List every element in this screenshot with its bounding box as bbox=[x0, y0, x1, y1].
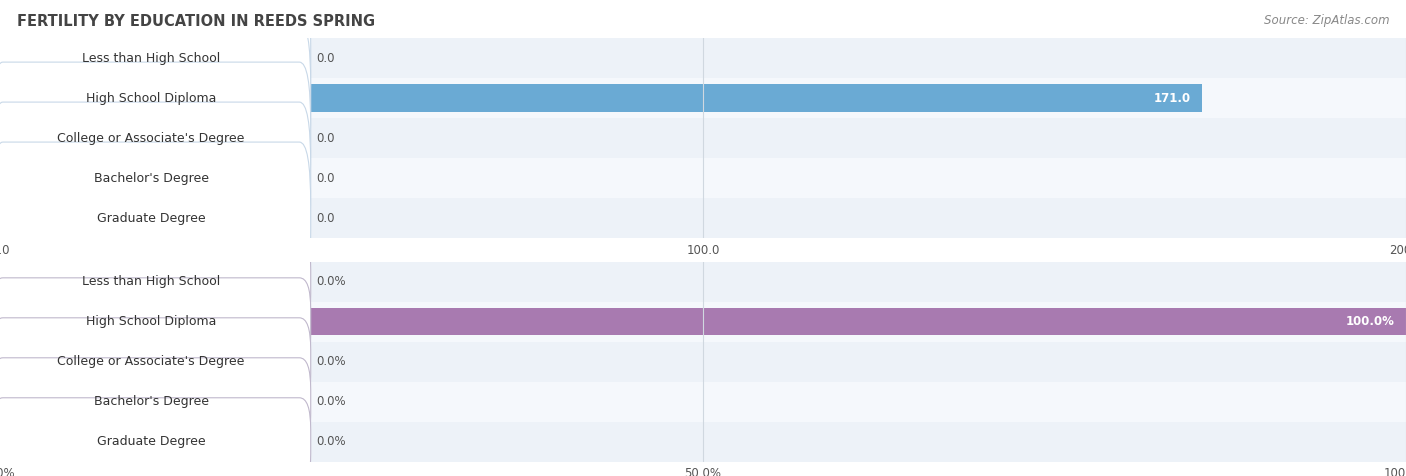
Text: College or Associate's Degree: College or Associate's Degree bbox=[58, 355, 245, 368]
Text: Graduate Degree: Graduate Degree bbox=[97, 211, 205, 225]
Bar bbox=[0, 118, 1406, 158]
Text: 0.0: 0.0 bbox=[316, 171, 335, 185]
Text: 0.0%: 0.0% bbox=[316, 355, 346, 368]
FancyBboxPatch shape bbox=[0, 398, 311, 476]
Bar bbox=[0, 38, 1406, 78]
Text: 0.0%: 0.0% bbox=[316, 395, 346, 408]
Bar bbox=[0, 164, 297, 192]
FancyBboxPatch shape bbox=[0, 0, 311, 134]
Text: Source: ZipAtlas.com: Source: ZipAtlas.com bbox=[1264, 14, 1389, 27]
Text: 0.0%: 0.0% bbox=[316, 435, 346, 448]
Text: Bachelor's Degree: Bachelor's Degree bbox=[94, 171, 208, 185]
FancyBboxPatch shape bbox=[0, 278, 311, 366]
Bar bbox=[0, 382, 1406, 422]
Bar bbox=[0, 198, 1406, 238]
Text: 0.0: 0.0 bbox=[316, 131, 335, 145]
Bar bbox=[0, 422, 1406, 462]
FancyBboxPatch shape bbox=[0, 318, 311, 406]
Text: Bachelor's Degree: Bachelor's Degree bbox=[94, 395, 208, 408]
FancyBboxPatch shape bbox=[0, 62, 311, 214]
Text: 0.0: 0.0 bbox=[316, 211, 335, 225]
FancyBboxPatch shape bbox=[0, 142, 311, 294]
Bar bbox=[0, 124, 297, 152]
FancyBboxPatch shape bbox=[0, 358, 311, 446]
Text: 171.0: 171.0 bbox=[1154, 91, 1191, 105]
FancyBboxPatch shape bbox=[0, 102, 311, 254]
Bar bbox=[0, 428, 297, 456]
Bar bbox=[0, 348, 297, 376]
Bar bbox=[0, 388, 297, 416]
Bar bbox=[0, 308, 1406, 336]
Bar bbox=[0, 204, 297, 232]
FancyBboxPatch shape bbox=[0, 22, 311, 174]
Bar bbox=[0, 158, 1406, 198]
Text: Graduate Degree: Graduate Degree bbox=[97, 435, 205, 448]
Bar bbox=[0, 302, 1406, 342]
Text: High School Diploma: High School Diploma bbox=[86, 91, 217, 105]
Text: College or Associate's Degree: College or Associate's Degree bbox=[58, 131, 245, 145]
Bar bbox=[0, 84, 1202, 112]
Bar bbox=[0, 342, 1406, 382]
Bar bbox=[0, 262, 1406, 302]
Text: 0.0%: 0.0% bbox=[316, 275, 346, 288]
Text: FERTILITY BY EDUCATION IN REEDS SPRING: FERTILITY BY EDUCATION IN REEDS SPRING bbox=[17, 14, 375, 30]
Text: Less than High School: Less than High School bbox=[82, 275, 221, 288]
Text: Less than High School: Less than High School bbox=[82, 51, 221, 65]
Bar bbox=[0, 44, 297, 72]
Text: High School Diploma: High School Diploma bbox=[86, 315, 217, 328]
Text: 100.0%: 100.0% bbox=[1346, 315, 1395, 328]
Text: 0.0: 0.0 bbox=[316, 51, 335, 65]
FancyBboxPatch shape bbox=[0, 238, 311, 326]
Bar bbox=[0, 78, 1406, 118]
Bar bbox=[0, 268, 297, 296]
